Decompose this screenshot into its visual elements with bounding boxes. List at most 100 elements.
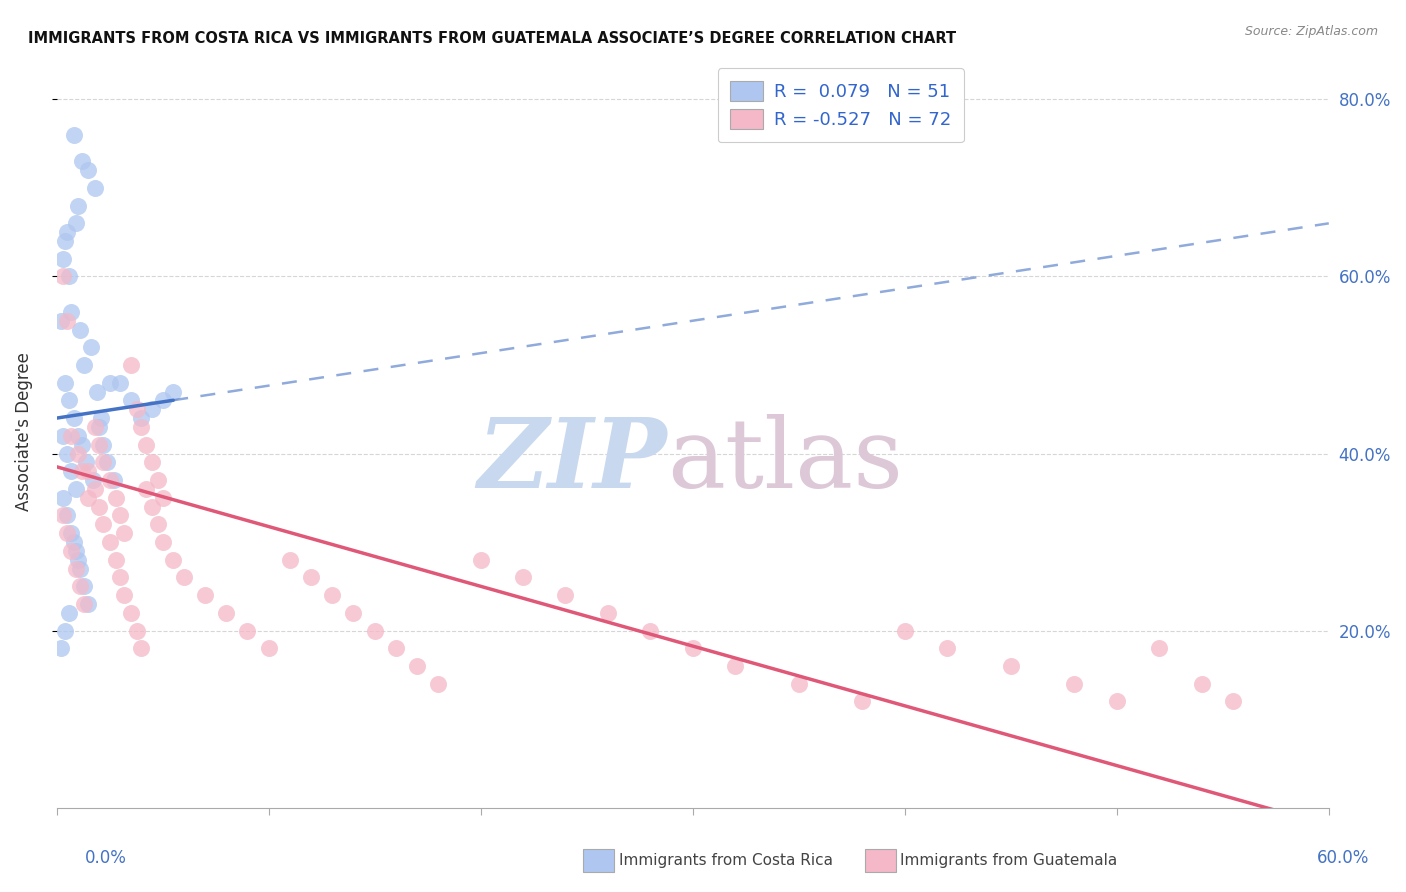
Point: [52, 429, 75, 443]
Point: [87, 437, 110, 451]
Point: [62, 128, 84, 142]
Point: [162, 553, 184, 567]
Point: [104, 491, 127, 505]
Point: [152, 393, 174, 408]
Point: [83, 420, 105, 434]
Point: [79, 340, 101, 354]
Point: [1063, 676, 1085, 690]
Text: atlas: atlas: [668, 415, 903, 508]
Point: [73, 579, 96, 593]
Point: [70, 437, 93, 451]
Point: [52, 269, 75, 284]
Point: [215, 606, 238, 620]
Point: [60, 305, 83, 319]
Point: [56, 508, 79, 523]
Point: [91, 455, 114, 469]
Point: [787, 676, 810, 690]
Point: [49, 641, 72, 656]
Point: [1191, 676, 1213, 690]
Point: [851, 694, 873, 708]
Point: [162, 384, 184, 399]
Point: [52, 508, 75, 523]
Point: [135, 437, 157, 451]
Point: [70, 464, 93, 478]
Point: [893, 624, 915, 638]
Point: [53, 624, 76, 638]
Point: [66, 199, 89, 213]
Text: Immigrants from Costa Rica: Immigrants from Costa Rica: [619, 854, 832, 868]
Point: [53, 376, 76, 390]
Point: [596, 606, 619, 620]
Point: [1147, 641, 1170, 656]
Point: [512, 570, 534, 584]
Point: [56, 225, 79, 239]
Point: [141, 455, 163, 469]
Point: [194, 588, 217, 602]
Point: [91, 437, 114, 451]
Point: [110, 376, 132, 390]
Point: [131, 641, 153, 656]
Point: [60, 526, 83, 541]
Point: [70, 154, 93, 169]
Point: [69, 322, 91, 336]
Point: [98, 535, 121, 549]
Point: [120, 358, 142, 372]
Point: [91, 517, 114, 532]
Point: [86, 384, 108, 399]
Point: [127, 624, 149, 638]
Point: [53, 234, 76, 248]
Point: [148, 473, 170, 487]
Point: [83, 181, 105, 195]
Point: [90, 411, 112, 425]
Point: [148, 517, 170, 532]
Point: [236, 624, 259, 638]
Point: [60, 464, 83, 478]
Point: [58, 269, 80, 284]
Point: [127, 402, 149, 417]
Point: [77, 163, 100, 178]
Point: [120, 393, 142, 408]
Point: [470, 553, 492, 567]
Point: [60, 429, 83, 443]
Point: [110, 570, 132, 584]
Point: [135, 482, 157, 496]
Point: [82, 473, 104, 487]
Point: [110, 508, 132, 523]
Point: [83, 482, 105, 496]
Point: [114, 526, 136, 541]
Point: [56, 314, 79, 328]
Point: [65, 482, 87, 496]
Point: [1222, 694, 1244, 708]
Point: [342, 606, 364, 620]
Point: [87, 420, 110, 434]
Point: [120, 606, 142, 620]
Point: [141, 500, 163, 514]
Text: IMMIGRANTS FROM COSTA RICA VS IMMIGRANTS FROM GUATEMALA ASSOCIATE’S DEGREE CORRE: IMMIGRANTS FROM COSTA RICA VS IMMIGRANTS…: [28, 31, 956, 46]
Point: [299, 570, 322, 584]
Point: [60, 544, 83, 558]
Text: Source: ZipAtlas.com: Source: ZipAtlas.com: [1244, 25, 1378, 38]
Point: [385, 641, 408, 656]
Point: [554, 588, 576, 602]
Point: [65, 544, 87, 558]
Point: [1000, 659, 1022, 673]
Point: [73, 358, 96, 372]
Point: [682, 641, 704, 656]
Point: [69, 561, 91, 575]
Point: [87, 500, 110, 514]
Y-axis label: Associate's Degree: Associate's Degree: [15, 352, 32, 511]
Point: [278, 553, 301, 567]
Point: [52, 252, 75, 266]
Point: [173, 570, 195, 584]
Point: [52, 491, 75, 505]
Point: [56, 526, 79, 541]
Point: [66, 429, 89, 443]
Text: 0.0%: 0.0%: [84, 849, 127, 867]
Point: [131, 420, 153, 434]
Point: [62, 411, 84, 425]
Point: [58, 606, 80, 620]
Point: [96, 455, 118, 469]
Point: [65, 561, 87, 575]
Point: [321, 588, 343, 602]
Point: [69, 579, 91, 593]
